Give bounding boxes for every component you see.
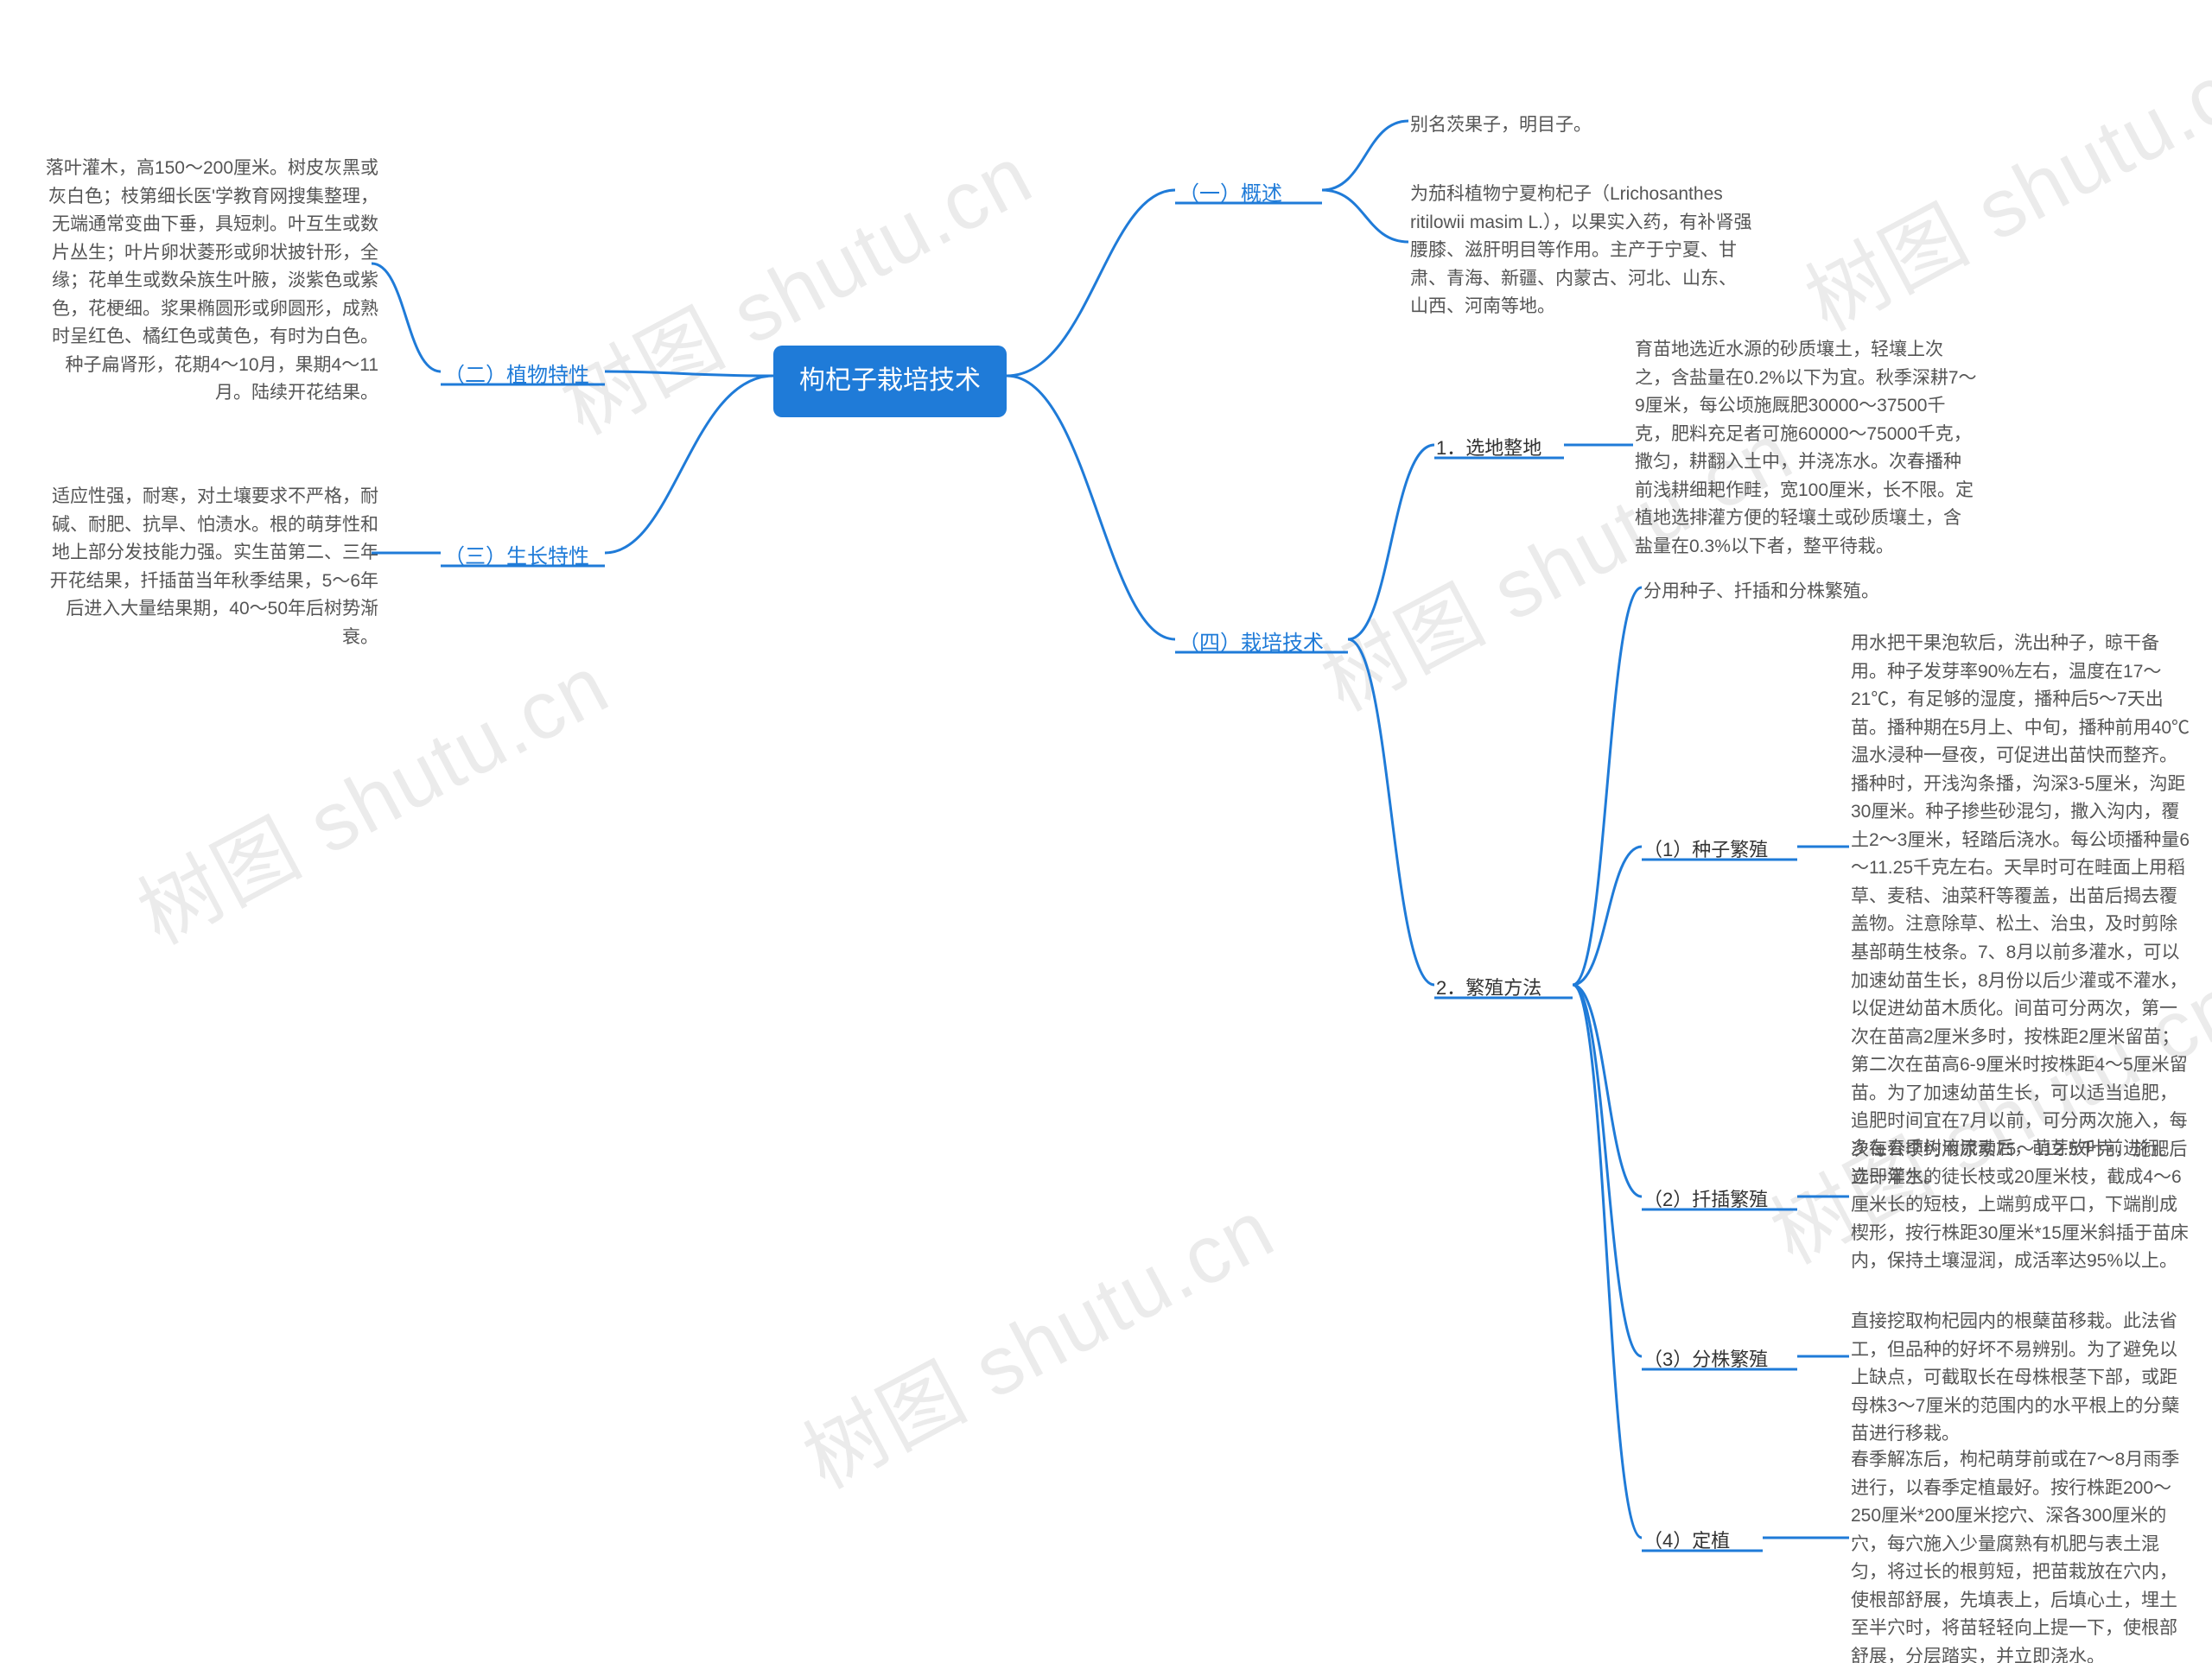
branch-3-leaf: 适应性强，耐寒，对土壤要求不严格，耐碱、耐肥、抗旱、怕渍水。根的萌芽性和地上部分… — [35, 479, 380, 655]
branch-2-leaf: 落叶灌木，高150～200厘米。树皮灰黑或灰白色；枝第细长医'学教育网搜集整理，… — [35, 151, 380, 411]
branch-3[interactable]: （三）生长特性 — [441, 536, 593, 578]
c4-planting-leaf: 春季解冻后，枸杞萌芽前或在7～8月雨季进行，以春季定植最好。按行株距200～25… — [1849, 1443, 2195, 1663]
branch-1-leaf-2: 为茄科植物宁夏枸杞子（Lrichosanthes ritilowii masim… — [1408, 177, 1754, 325]
c2-cutting[interactable]: （2）扦插繁殖 — [1642, 1182, 1770, 1218]
sub-selectland[interactable]: 1．选地整地 — [1434, 430, 1543, 467]
sub-propagation[interactable]: 2．繁殖方法 — [1434, 970, 1543, 1006]
c4-planting[interactable]: （4）定植 — [1642, 1523, 1732, 1559]
branch-4[interactable]: （四）栽培技术 — [1175, 622, 1327, 664]
branch-1-leaf-1: 别名茨果子，明目子。 — [1408, 108, 1754, 143]
sub-selectland-leaf: 育苗地选近水源的砂质壤土，轻壤上次之，含盐量在0.2%以下为宜。秋季深耕7～9厘… — [1633, 333, 1979, 564]
watermark: 树图 shutu.cn — [1783, 7, 2212, 353]
c1-seed[interactable]: （1）种子繁殖 — [1642, 832, 1770, 868]
c1-seed-leaf: 用水把干果泡软后，洗出种子，晾干备用。种子发芽率90%左右，温度在17～21℃，… — [1849, 626, 2195, 1196]
c2-cutting-leaf: 多在春季树液流动后，萌芽放叶前进行。选一年生的徒长枝或20厘米枝，截成4～6厘米… — [1849, 1132, 2195, 1279]
c3-division[interactable]: （3）分株繁殖 — [1642, 1342, 1770, 1378]
sub-propagation-intro: 分用种子、扦插和分株繁殖。 — [1642, 574, 1987, 610]
watermark: 树图 shutu.cn — [780, 1165, 1292, 1511]
branch-2[interactable]: （二）植物特性 — [441, 354, 593, 397]
root-node[interactable]: 枸杞子栽培技术 — [773, 346, 1007, 417]
watermark: 树图 shutu.cn — [115, 620, 626, 967]
c3-division-leaf: 直接挖取枸杞园内的根蘖苗移栽。此法省工，但品种的好坏不易辨别。为了避免以上缺点，… — [1849, 1304, 2195, 1452]
branch-1[interactable]: （一）概述 — [1175, 173, 1286, 215]
